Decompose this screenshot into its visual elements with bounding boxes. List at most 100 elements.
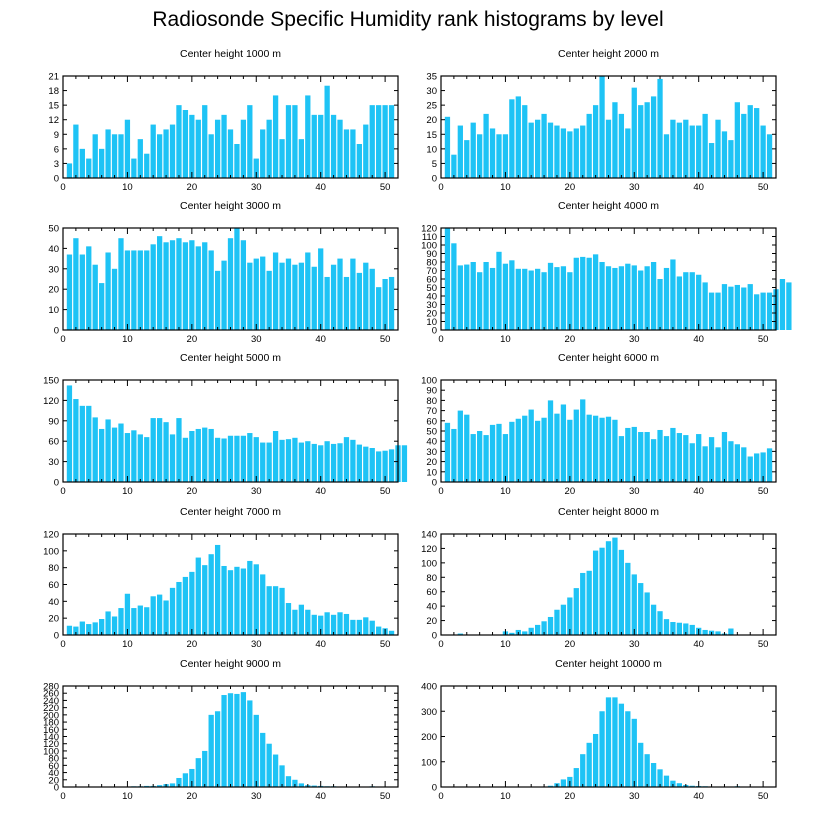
histogram-bar (457, 633, 463, 635)
histogram-panel: Center height 7000 m 0 20 40 60 80 100 120 0 10 20… (43, 506, 399, 650)
histogram-bar (502, 434, 509, 482)
histogram-bar (247, 560, 253, 635)
histogram-bar (708, 437, 715, 482)
histogram-bar (567, 272, 573, 330)
histogram-bar (786, 282, 792, 330)
histogram-bar (318, 248, 324, 330)
histogram-bar (612, 697, 618, 787)
histogram-bar (214, 437, 221, 482)
histogram-bar (363, 617, 369, 635)
histogram-bar (502, 263, 509, 330)
histogram-bar (483, 435, 489, 482)
x-tick-label: 0 (60, 334, 65, 345)
histogram-bar (131, 250, 137, 330)
histogram-bar (580, 125, 586, 178)
histogram-bar (618, 549, 625, 635)
histogram-bar (509, 421, 515, 482)
histogram-bar (144, 607, 150, 635)
y-tick-label: 0 (432, 326, 437, 337)
histogram-bar (66, 163, 73, 178)
histogram-bar (124, 250, 131, 330)
y-tick-label: 50 (426, 427, 437, 438)
y-tick-label: 60 (48, 580, 59, 591)
x-tick-label: 50 (758, 639, 769, 650)
histogram-bar (118, 423, 124, 482)
histogram-bar (253, 437, 259, 482)
histogram-bar (330, 264, 337, 330)
histogram-bar (189, 571, 195, 635)
y-tick-label: 100 (421, 558, 437, 569)
y-tick-label: 160 (43, 725, 59, 736)
x-tick-label: 50 (380, 791, 391, 802)
histogram-bar (156, 236, 163, 330)
histogram-bar (760, 125, 766, 178)
histogram-bar (715, 447, 721, 482)
y-tick-label: 0 (54, 174, 59, 185)
histogram-bar (214, 270, 221, 330)
histogram-bar (343, 437, 350, 482)
histogram-bar (547, 262, 554, 330)
histogram-bar (470, 122, 476, 178)
x-tick-label: 10 (500, 791, 511, 802)
histogram-bar (779, 279, 786, 330)
histogram-bar (105, 129, 111, 178)
histogram-bar (298, 139, 305, 178)
histogram-bar (272, 431, 279, 482)
histogram-bar (554, 267, 560, 330)
histogram-bar (580, 754, 586, 787)
histogram-bar (638, 583, 644, 635)
y-tick-label: 50 (426, 283, 437, 294)
histogram-bar (305, 252, 311, 330)
y-tick-label: 20 (426, 457, 437, 468)
histogram-bar (118, 134, 124, 178)
histogram-bar (337, 443, 343, 482)
histogram-bar (670, 780, 676, 787)
histogram-bar (202, 105, 208, 178)
histogram-bar (298, 262, 305, 330)
histogram-bar (754, 108, 760, 178)
panel-title: Center height 8000 m (558, 506, 659, 518)
histogram-bar (240, 435, 247, 482)
histogram-bar (728, 628, 734, 635)
histogram-bar (683, 623, 689, 635)
histogram-bar (363, 262, 369, 330)
histogram-bar (92, 134, 98, 178)
y-tick-label: 0 (54, 783, 59, 794)
histogram-bar (118, 238, 124, 330)
histogram-bar (240, 240, 247, 330)
y-tick-label: 140 (421, 530, 437, 541)
histogram-bar (240, 119, 247, 178)
histogram-bar (496, 423, 502, 482)
histogram-bar (515, 96, 521, 178)
histogram-bar (605, 541, 612, 635)
histogram-bar (612, 267, 618, 330)
histogram-bar (741, 447, 747, 482)
histogram-bar (350, 258, 356, 330)
y-tick-label: 0 (432, 783, 437, 794)
histogram-bar (618, 266, 625, 330)
histogram-bar (169, 124, 176, 178)
histogram-bar (356, 272, 362, 330)
histogram-bar (612, 537, 618, 635)
histogram-bar (444, 228, 451, 330)
histogram-bar (311, 114, 317, 178)
histogram-bar (253, 158, 259, 178)
histogram-bar (266, 442, 272, 482)
y-tick-label: 280 (43, 682, 59, 693)
histogram-bar (573, 128, 579, 178)
histogram-bar (766, 134, 773, 178)
y-tick-label: 30 (426, 86, 437, 97)
histogram-bar (586, 570, 592, 635)
histogram-bar (683, 272, 689, 330)
x-tick-label: 40 (693, 182, 704, 193)
y-tick-label: 10 (48, 305, 59, 316)
histogram-bar (227, 238, 234, 330)
histogram-bar (176, 105, 182, 178)
histogram-bar (560, 604, 567, 635)
x-tick-label: 10 (500, 334, 511, 345)
histogram-bar (599, 547, 605, 635)
x-tick-label: 20 (187, 639, 198, 650)
histogram-bar (311, 785, 317, 787)
histogram-bar (266, 586, 272, 635)
histogram-bar (144, 437, 150, 482)
